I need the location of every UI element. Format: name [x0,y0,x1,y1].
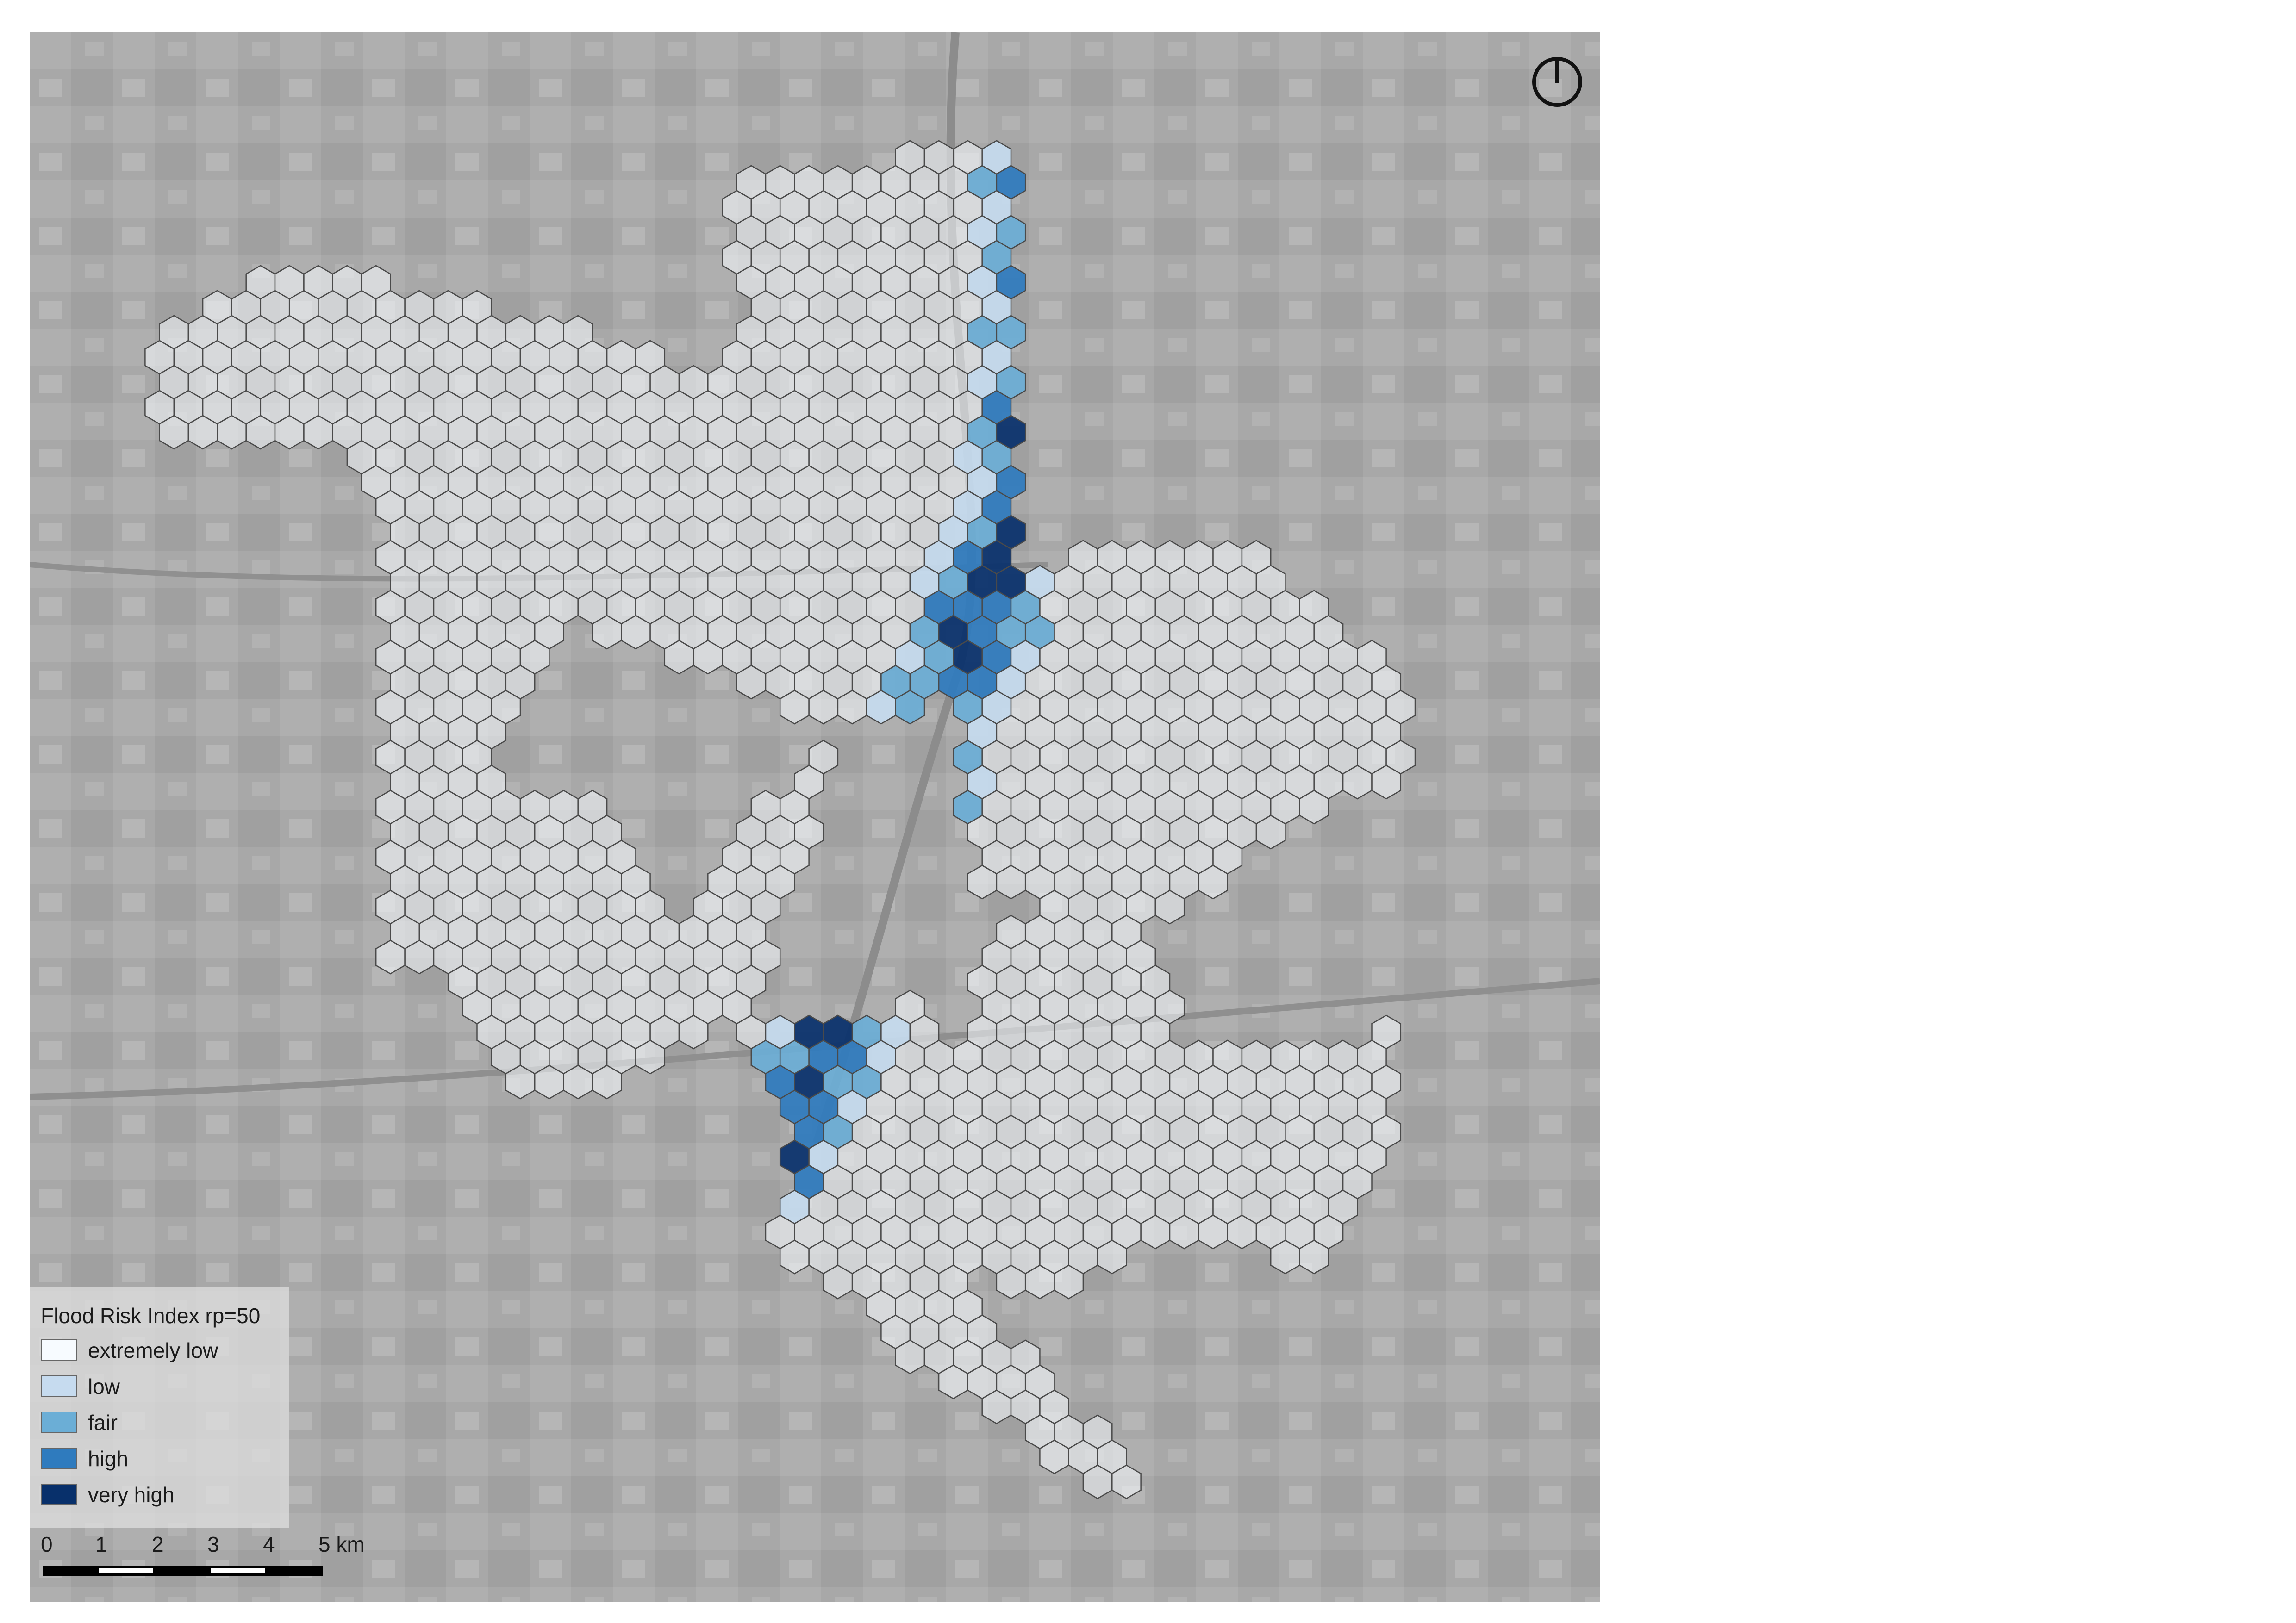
scale-tick-label: 5 km [318,1532,365,1556]
legend-label: high [88,1447,128,1471]
hex-cell[interactable] [1198,864,1228,900]
legend-swatch [41,1448,77,1469]
hex-cell[interactable] [1154,889,1185,925]
scale-ruler [43,1566,323,1576]
hex-cell[interactable] [1299,790,1329,825]
legend-swatch [41,1375,77,1397]
scale-tick-label: 4 [263,1532,275,1556]
scale-tick-label: 0 [41,1532,53,1556]
legend-swatch [41,1412,77,1433]
hex-cell[interactable] [895,690,925,725]
legend-swatch [41,1339,77,1361]
scale-tick-label: 1 [95,1532,107,1556]
hex-cell[interactable] [1111,1464,1142,1499]
hex-cell[interactable] [635,1039,666,1075]
legend-label: low [88,1374,120,1399]
legend-label: very high [88,1483,175,1507]
hex-cell[interactable] [1371,765,1402,800]
north-arrow-icon [1532,57,1582,107]
scale-tick-label: 3 [207,1532,219,1556]
scale-bar: 0 1 2 3 4 5 km [41,1532,365,1592]
hex-cell[interactable] [1097,1239,1127,1275]
legend: Flood Risk Index rp=50 extremely low low… [30,1287,289,1528]
hex-cell[interactable] [678,1014,709,1050]
legend-label: fair [88,1411,118,1435]
hex-layer [144,140,1416,1499]
legend-title: Flood Risk Index rp=50 [41,1304,261,1328]
hex-cell[interactable] [592,1064,622,1100]
hex-cell[interactable] [1299,1239,1329,1275]
scale-tick-label: 2 [152,1532,164,1556]
hex-grid-map [30,32,1600,1602]
legend-swatch [41,1484,77,1505]
hex-cell[interactable] [1255,815,1286,850]
hex-cell[interactable] [1054,1264,1084,1300]
legend-label: extremely low [88,1338,218,1362]
map-view[interactable]: Flood Risk Index rp=50 extremely low low… [30,32,1600,1602]
